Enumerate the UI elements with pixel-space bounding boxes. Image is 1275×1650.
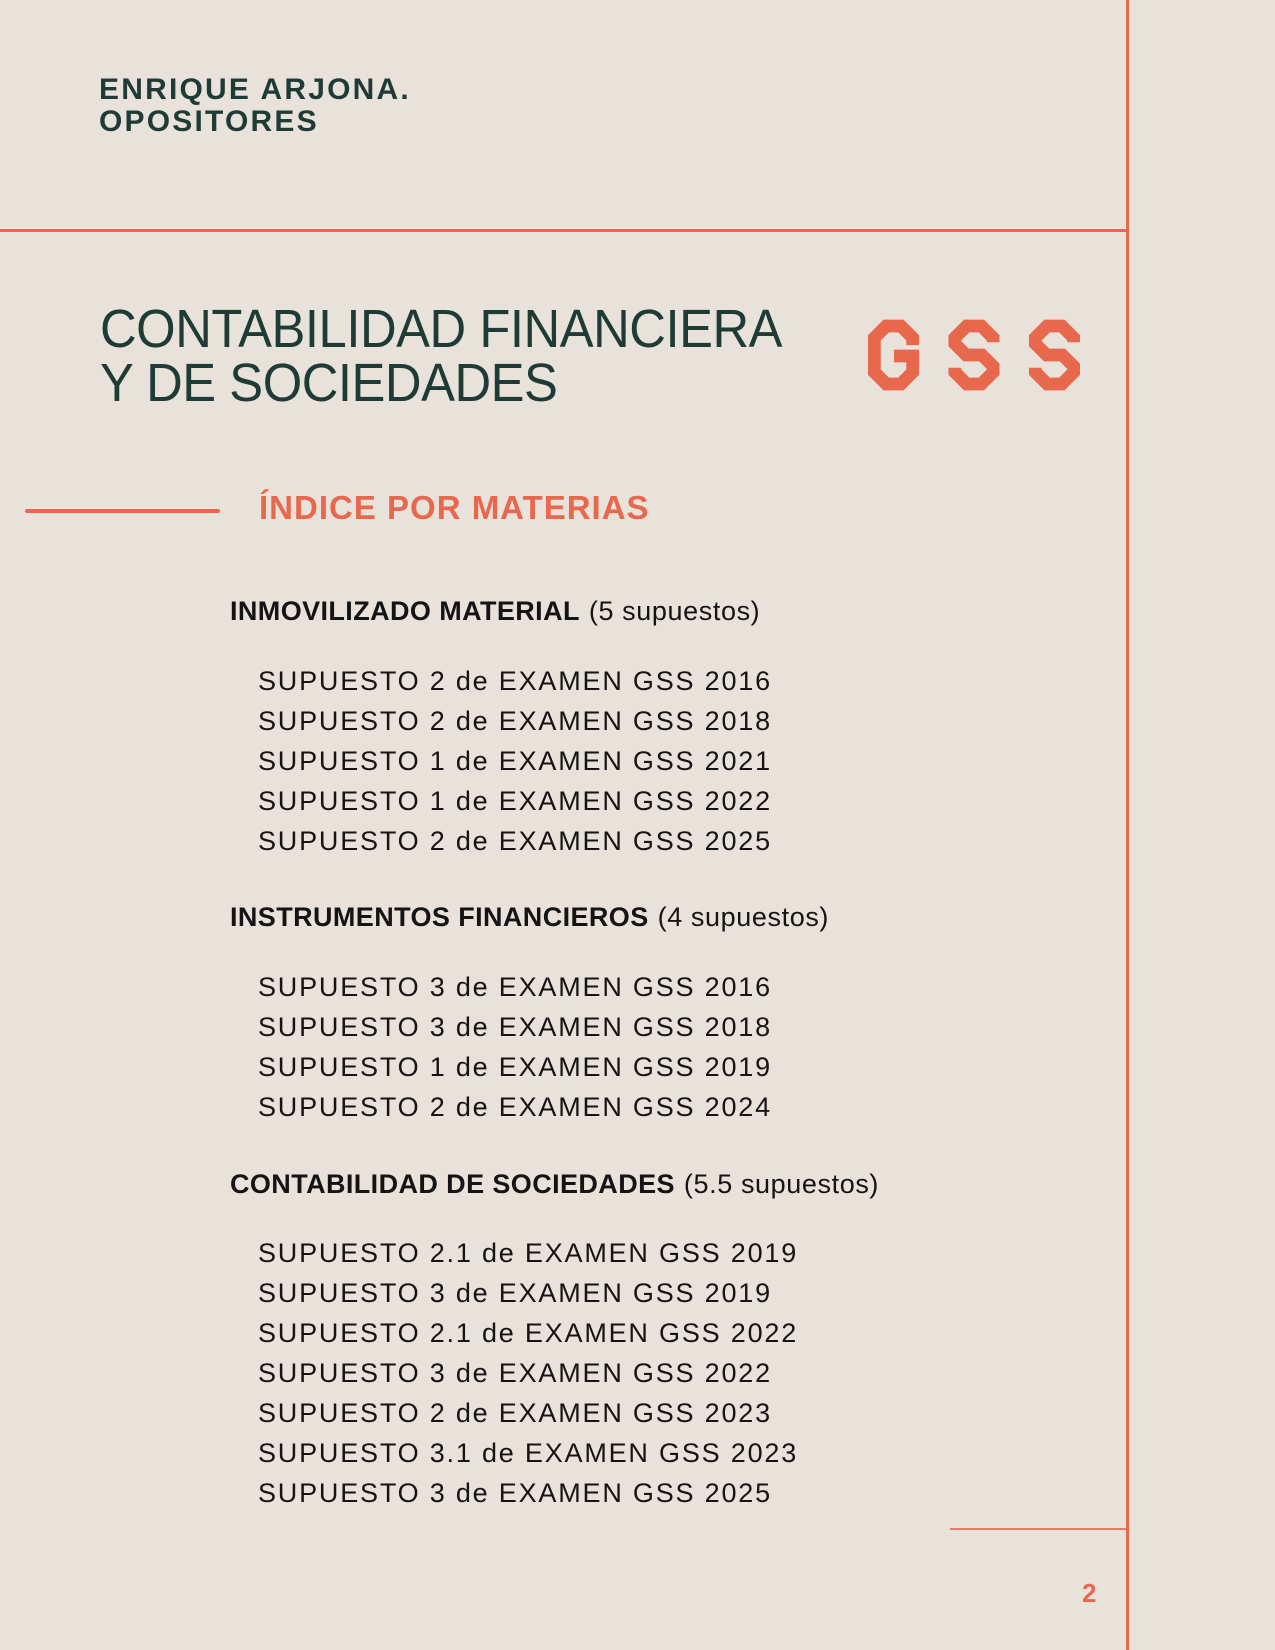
- section-list-inmovilizado: SUPUESTO 2 de EXAMEN GSS 2016 SUPUESTO 2…: [258, 661, 772, 861]
- brand-block: ENRIQUE ARJONA. OPOSITORES: [99, 74, 411, 138]
- toc-item: SUPUESTO 2 de EXAMEN GSS 2023: [258, 1398, 772, 1428]
- right-margin-line: [1126, 0, 1129, 1650]
- brand-line1: ENRIQUE ARJONA.: [99, 73, 411, 106]
- toc-item: SUPUESTO 2 de EXAMEN GSS 2024: [258, 1092, 772, 1122]
- toc-item: SUPUESTO 1 de EXAMEN GSS 2022: [258, 786, 772, 816]
- toc-item: SUPUESTO 3 de EXAMEN GSS 2022: [258, 1358, 772, 1388]
- brand-line2: OPOSITORES: [99, 105, 319, 138]
- toc-item: SUPUESTO 3 de EXAMEN GSS 2018: [258, 1012, 772, 1042]
- toc-item: SUPUESTO 3 de EXAMEN GSS 2019: [258, 1278, 772, 1308]
- header-divider-line: [0, 229, 1128, 232]
- toc-item: SUPUESTO 2 de EXAMEN GSS 2018: [258, 706, 772, 736]
- section-count: (5.5 supuestos): [683, 1169, 880, 1199]
- section-count: (4 supuestos): [657, 902, 830, 932]
- section-list-instrumentos: SUPUESTO 3 de EXAMEN GSS 2016 SUPUESTO 3…: [258, 967, 772, 1127]
- page-number: 2: [1082, 1578, 1097, 1608]
- section-title: CONTABILIDAD DE SOCIEDADES: [230, 1169, 675, 1199]
- section-list-sociedades: SUPUESTO 2.1 de EXAMEN GSS 2019 SUPUESTO…: [258, 1233, 798, 1513]
- index-heading: ÍNDICE POR MATERIAS: [259, 489, 650, 526]
- toc-item: SUPUESTO 2.1 de EXAMEN GSS 2022: [258, 1318, 799, 1348]
- section-heading-inmovilizado: INMOVILIZADO MATERIAL (5 supuestos): [230, 596, 760, 627]
- section-heading-instrumentos: INSTRUMENTOS FINANCIEROS (4 supuestos): [230, 902, 829, 933]
- footer-divider-line: [950, 1528, 1128, 1530]
- toc-item: SUPUESTO 1 de EXAMEN GSS 2019: [258, 1052, 772, 1082]
- index-accent-line: [25, 509, 220, 513]
- toc-item: SUPUESTO 2 de EXAMEN GSS 2025: [258, 826, 772, 856]
- page-title-line1: CONTABILIDAD FINANCIERA: [100, 299, 783, 359]
- toc-item: SUPUESTO 1 de EXAMEN GSS 2021: [258, 746, 772, 776]
- gss-logo-icon: [868, 319, 1080, 391]
- toc-item: SUPUESTO 3.1 de EXAMEN GSS 2023: [258, 1438, 799, 1468]
- toc-item: SUPUESTO 2.1 de EXAMEN GSS 2019: [258, 1238, 799, 1268]
- section-title: INSTRUMENTOS FINANCIEROS: [230, 902, 649, 932]
- page-title: CONTABILIDAD FINANCIERA Y DE SOCIEDADES: [100, 299, 783, 413]
- section-count: (5 supuestos): [588, 596, 761, 626]
- section-title: INMOVILIZADO MATERIAL: [230, 596, 580, 626]
- toc-item: SUPUESTO 2 de EXAMEN GSS 2016: [258, 666, 772, 696]
- toc-item: SUPUESTO 3 de EXAMEN GSS 2016: [258, 972, 772, 1002]
- section-heading-sociedades: CONTABILIDAD DE SOCIEDADES (5.5 supuestos…: [230, 1169, 879, 1200]
- toc-item: SUPUESTO 3 de EXAMEN GSS 2025: [258, 1478, 772, 1508]
- page-title-line2: Y DE SOCIEDADES: [100, 353, 558, 413]
